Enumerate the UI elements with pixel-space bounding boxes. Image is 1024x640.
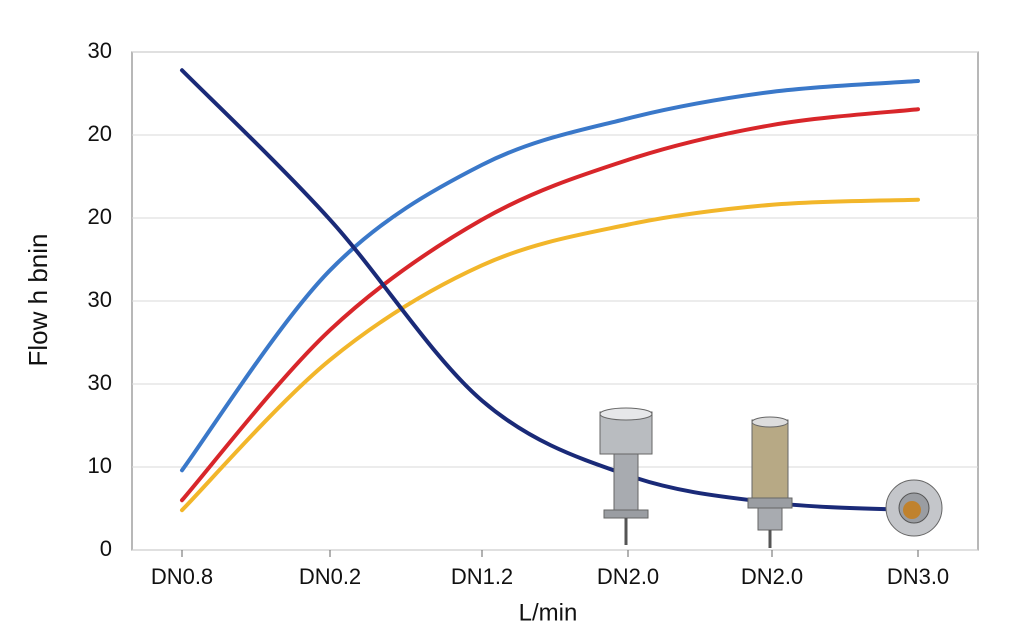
x-tick-label: DN2.0 xyxy=(597,564,659,589)
x-tick-label: DN0.2 xyxy=(299,564,361,589)
x-tick-label: DN3.0 xyxy=(887,564,949,589)
y-tick-label: 30 xyxy=(88,38,112,63)
x-tick-label: DN2.0 xyxy=(741,564,803,589)
device-3 xyxy=(885,479,943,537)
x-axis-title: L/min xyxy=(519,599,578,626)
y-tick-label: 30 xyxy=(88,370,112,395)
series-line xyxy=(180,107,920,503)
y-axis-title: Flow h bnin xyxy=(23,234,53,367)
plot xyxy=(132,51,978,551)
device-1 xyxy=(599,407,653,545)
x-tick-label: DN0.8 xyxy=(151,564,213,589)
y-tick-label: 20 xyxy=(88,121,112,146)
x-tick-label: DN1.2 xyxy=(451,564,513,589)
y-tick-label: 30 xyxy=(88,287,112,312)
series-line xyxy=(180,79,920,473)
device-2 xyxy=(747,416,793,548)
y-tick-label: 0 xyxy=(100,536,112,561)
series-line xyxy=(180,197,920,513)
device-icons xyxy=(599,407,943,548)
y-tick-label: 20 xyxy=(88,204,112,229)
y-tick-label: 10 xyxy=(88,453,112,478)
